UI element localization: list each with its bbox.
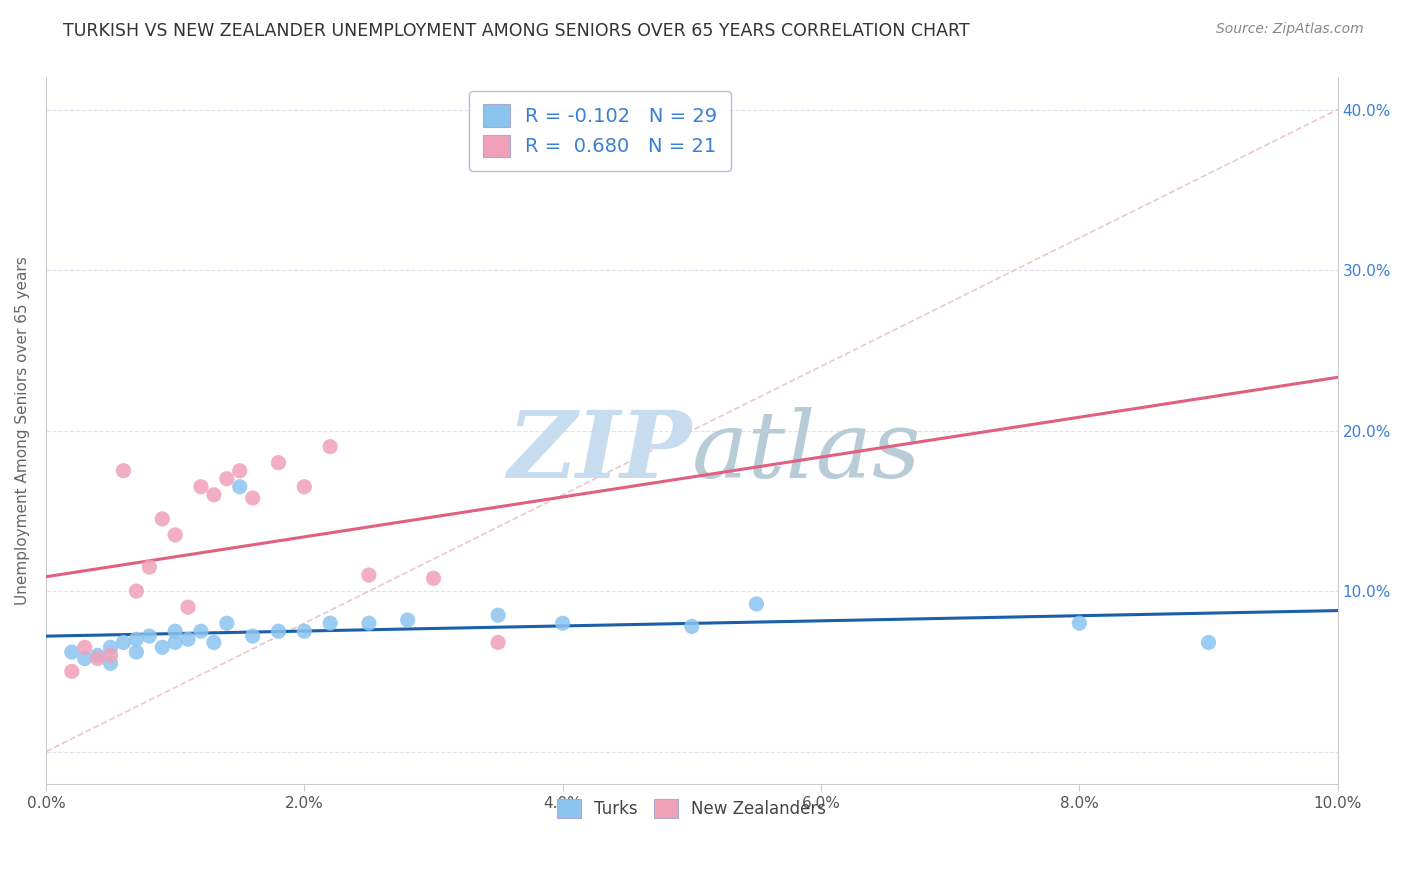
Point: [125, 584, 148, 599]
Point: [190, 480, 212, 494]
Point: [125, 645, 148, 659]
Point: [396, 613, 419, 627]
Point: [73, 651, 96, 665]
Point: [165, 528, 187, 542]
Point: [202, 488, 225, 502]
Text: TURKISH VS NEW ZEALANDER UNEMPLOYMENT AMONG SENIORS OVER 65 YEARS CORRELATION CH: TURKISH VS NEW ZEALANDER UNEMPLOYMENT AM…: [63, 22, 970, 40]
Point: [60, 645, 83, 659]
Point: [60, 665, 83, 679]
Point: [745, 597, 768, 611]
Point: [486, 608, 509, 623]
Point: [165, 624, 187, 639]
Point: [319, 440, 342, 454]
Point: [422, 571, 444, 585]
Point: [292, 624, 315, 639]
Point: [150, 512, 173, 526]
Point: [165, 635, 187, 649]
Point: [1069, 616, 1091, 631]
Point: [86, 648, 108, 663]
Point: [100, 657, 122, 671]
Point: [1198, 635, 1220, 649]
Point: [319, 616, 342, 631]
Point: [100, 648, 122, 663]
Point: [357, 568, 380, 582]
Point: [228, 464, 250, 478]
Text: Source: ZipAtlas.com: Source: ZipAtlas.com: [1216, 22, 1364, 37]
Y-axis label: Unemployment Among Seniors over 65 years: Unemployment Among Seniors over 65 years: [15, 256, 30, 605]
Point: [86, 651, 108, 665]
Point: [228, 480, 250, 494]
Point: [267, 456, 290, 470]
Point: [267, 624, 290, 639]
Text: atlas: atlas: [692, 407, 921, 497]
Point: [125, 632, 148, 647]
Point: [177, 600, 200, 615]
Point: [73, 640, 96, 655]
Point: [112, 464, 135, 478]
Point: [551, 616, 574, 631]
Point: [138, 629, 160, 643]
Point: [100, 640, 122, 655]
Point: [190, 624, 212, 639]
Point: [486, 635, 509, 649]
Point: [242, 491, 264, 505]
Point: [681, 619, 703, 633]
Text: ZIP: ZIP: [508, 407, 692, 497]
Point: [357, 616, 380, 631]
Point: [112, 635, 135, 649]
Point: [177, 632, 200, 647]
Point: [292, 480, 315, 494]
Point: [202, 635, 225, 649]
Point: [150, 640, 173, 655]
Point: [215, 472, 238, 486]
Point: [242, 629, 264, 643]
Legend: Turks, New Zealanders: Turks, New Zealanders: [551, 792, 832, 825]
Point: [138, 560, 160, 574]
Point: [215, 616, 238, 631]
